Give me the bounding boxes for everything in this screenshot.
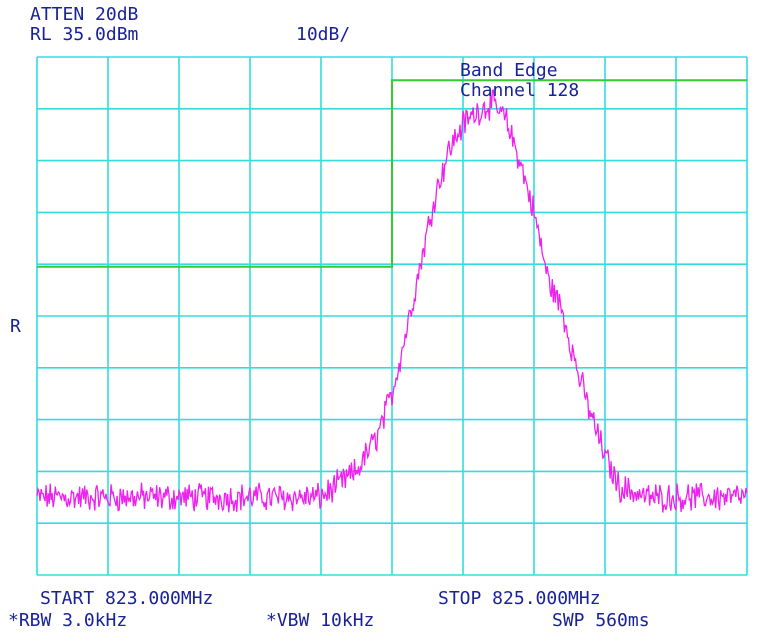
rbw-readout: *RBW 3.0kHz — [8, 610, 128, 631]
sweep-readout: SWP 560ms — [552, 610, 650, 631]
channel-label: Channel 128 — [460, 80, 580, 101]
ref-marker: R — [10, 316, 21, 337]
ref-level-readout: RL 35.0dBm — [30, 24, 139, 45]
spectrum-trace — [36, 89, 748, 513]
scale-readout: 10dB/ — [296, 24, 351, 45]
limit-layer — [37, 79, 747, 268]
band-edge-label: Band Edge — [460, 60, 558, 81]
start-freq-readout: START 823.000MHz — [40, 588, 214, 609]
trace-layer — [36, 89, 748, 513]
band-edge-limit-line — [37, 79, 747, 268]
stop-freq-readout: STOP 825.000MHz — [438, 588, 601, 609]
atten-readout: ATTEN 20dB — [30, 4, 139, 25]
vbw-readout: *VBW 10kHz — [266, 610, 375, 631]
